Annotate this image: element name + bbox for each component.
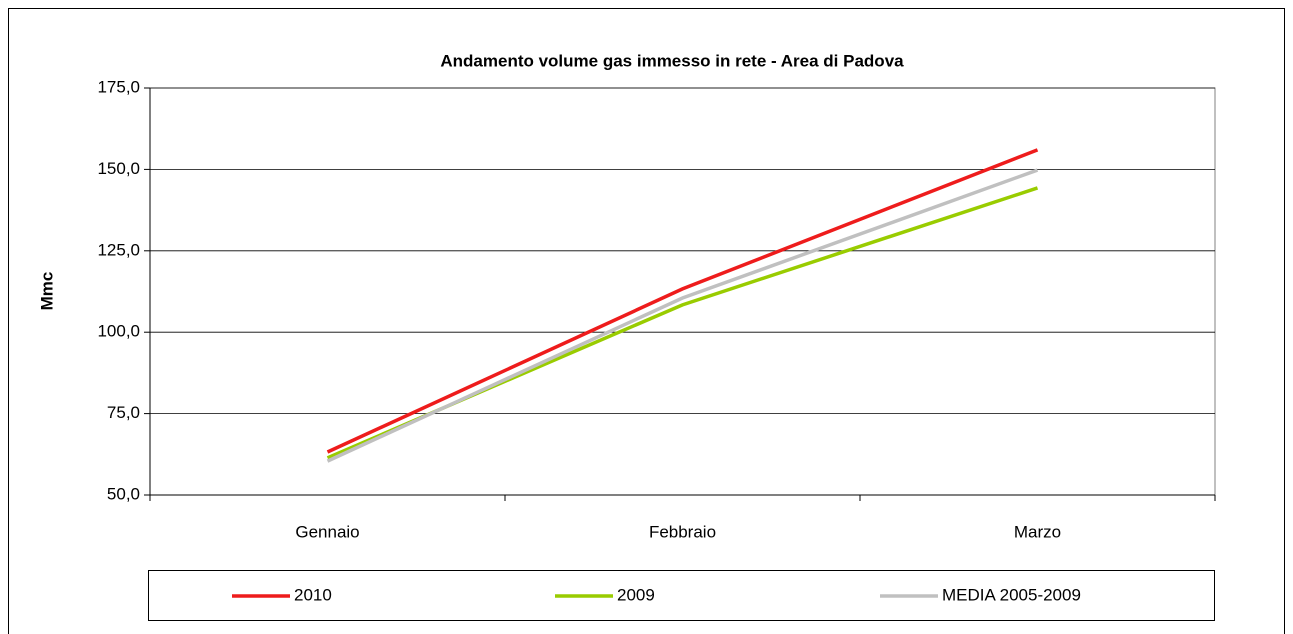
series-line [326,168,1039,463]
chart-title: Andamento volume gas immesso in rete - A… [440,51,904,70]
legend-label: 2010 [294,585,332,604]
plot-area [149,87,1216,496]
legend-label: 2009 [617,585,655,604]
series-line [326,186,1039,460]
x-tick-label: Febbraio [649,522,716,541]
x-tick-label: Gennaio [295,522,359,541]
y-tick-label: 100,0 [97,322,140,341]
y-tick-label: 150,0 [97,159,140,178]
series-line [326,148,1039,454]
y-tick-label: 75,0 [107,403,140,422]
y-tick-label: 175,0 [97,77,140,96]
x-tick-label: Marzo [1014,522,1061,541]
y-tick-label: 125,0 [97,240,140,259]
chart-border [8,8,1285,634]
legend-label: MEDIA 2005-2009 [942,585,1081,604]
y-tick-label: 50,0 [107,484,140,503]
y-axis-label: Mmc [37,272,56,311]
legend [148,570,1215,621]
